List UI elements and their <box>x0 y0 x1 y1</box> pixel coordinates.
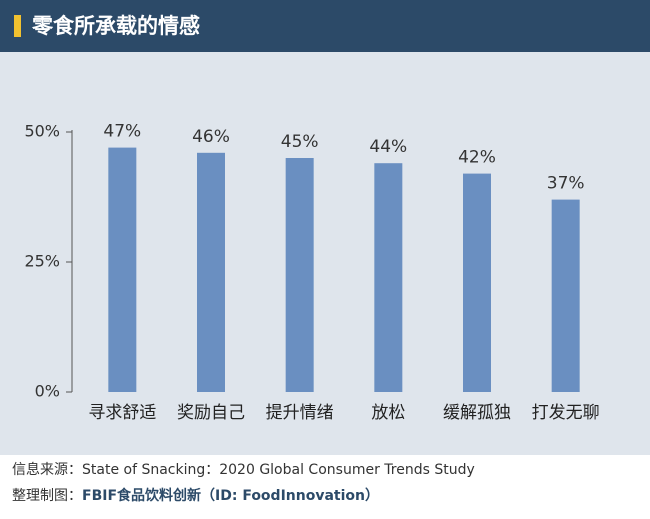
bar <box>108 147 137 392</box>
value-label: 47% <box>103 122 141 142</box>
bar <box>551 199 580 392</box>
bar <box>374 163 403 392</box>
value-label: 44% <box>369 137 407 157</box>
bar <box>463 173 491 392</box>
x-tick-label: 缓解孤独 <box>443 403 511 423</box>
value-label: 45% <box>281 132 319 152</box>
source: 信息来源：State of Snacking：2020 Global Consu… <box>12 461 475 478</box>
chart-title: 零食所承载的情感 <box>31 14 200 38</box>
credit-text: 食品饮料创新（ID: FoodInnovation） <box>117 487 379 504</box>
value-label: 46% <box>192 127 230 147</box>
y-tick-label: 25% <box>24 252 60 271</box>
value-label: 42% <box>458 148 496 168</box>
header-marker <box>14 15 21 37</box>
y-tick-label: 0% <box>35 382 60 401</box>
x-tick-label: 奖励自己 <box>177 403 245 423</box>
x-tick-label: 打发无聊 <box>532 403 600 423</box>
x-tick-label: 寻求舒适 <box>88 403 156 423</box>
y-tick-label: 50% <box>24 122 60 141</box>
bar <box>285 158 314 392</box>
credit: 整理制图：FBIF食品饮料创新（ID: FoodInnovation） <box>12 487 379 504</box>
x-tick-label: 放松 <box>371 403 405 423</box>
credit-label: 整理制图： <box>12 488 82 504</box>
credit-brand: FBIF <box>82 488 117 504</box>
bar <box>197 152 225 392</box>
x-tick-label: 提升情绪 <box>266 403 334 423</box>
value-label: 37% <box>547 174 585 194</box>
header-bar <box>0 0 650 52</box>
source-text: State of Snacking：2020 Global Consumer T… <box>82 462 475 478</box>
source-label: 信息来源： <box>12 461 82 478</box>
